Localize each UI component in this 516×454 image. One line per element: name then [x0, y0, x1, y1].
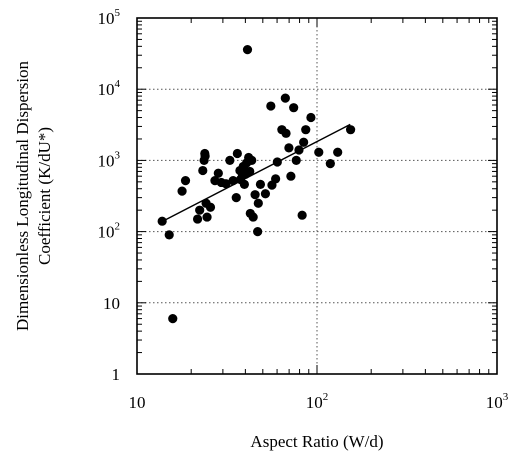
data-point: [291, 155, 301, 165]
y-tick-label: 102: [98, 221, 121, 242]
data-point: [198, 165, 208, 176]
data-point: [260, 189, 271, 199]
data-point: [294, 145, 304, 155]
y-axis-title-line1: Dimensionless Longitudinal Dispersion: [13, 60, 32, 331]
data-point: [306, 112, 316, 123]
data-point: [177, 186, 187, 196]
data-point: [346, 125, 356, 135]
y-tick-label: 1: [112, 365, 121, 384]
data-point: [284, 143, 294, 153]
data-point: [225, 155, 235, 165]
data-point: [286, 171, 296, 181]
data-point: [299, 137, 309, 147]
data-point: [180, 176, 191, 186]
x-tick-labels: 10 102 103: [129, 391, 509, 412]
data-point: [221, 179, 231, 189]
data-point: [213, 168, 223, 178]
data-point: [301, 125, 311, 135]
data-point: [325, 159, 335, 169]
x-tick-label: 10: [129, 393, 146, 412]
data-point: [239, 179, 249, 190]
data-point: [247, 155, 257, 165]
data-point: [157, 216, 167, 226]
data-point: [253, 198, 263, 208]
data-point: [205, 202, 216, 212]
y-tick-label: 104: [98, 78, 121, 99]
data-point: [195, 205, 205, 215]
data-point: [281, 128, 291, 138]
x-tick-label: 103: [486, 391, 509, 412]
data-point: [255, 179, 266, 190]
y-tick-labels: 1 10 102 103 104 105: [98, 7, 121, 384]
data-point: [250, 190, 260, 200]
data-point: [272, 157, 282, 167]
data-point: [333, 147, 343, 157]
data-point: [164, 230, 174, 240]
data-point: [266, 101, 276, 111]
data-point: [228, 176, 238, 186]
y-tick-label: 105: [98, 7, 121, 28]
grid-lines: [137, 18, 497, 374]
data-point: [271, 174, 281, 184]
y-tick-label: 10: [103, 294, 120, 313]
data-point: [168, 313, 178, 324]
plot-frame: [136, 17, 498, 375]
data-point: [200, 151, 210, 161]
y-tick-label: 103: [98, 149, 121, 170]
data-point: [253, 227, 263, 237]
data-point: [289, 103, 299, 113]
data-point: [242, 44, 253, 55]
y-axis-title-line2: Coefficient (K/dU*): [35, 127, 54, 265]
data-point: [297, 210, 307, 220]
data-points: [157, 44, 356, 324]
data-point: [192, 214, 203, 224]
data-point: [314, 147, 324, 157]
data-point: [231, 193, 241, 203]
x-axis-title: Aspect Ratio (W/d): [250, 432, 383, 451]
data-point: [248, 212, 258, 222]
data-point: [245, 166, 255, 177]
data-point: [232, 148, 242, 159]
x-tick-label: 102: [306, 391, 329, 412]
data-point: [202, 212, 212, 222]
data-point: [280, 93, 290, 103]
trend-line: [160, 123, 351, 223]
